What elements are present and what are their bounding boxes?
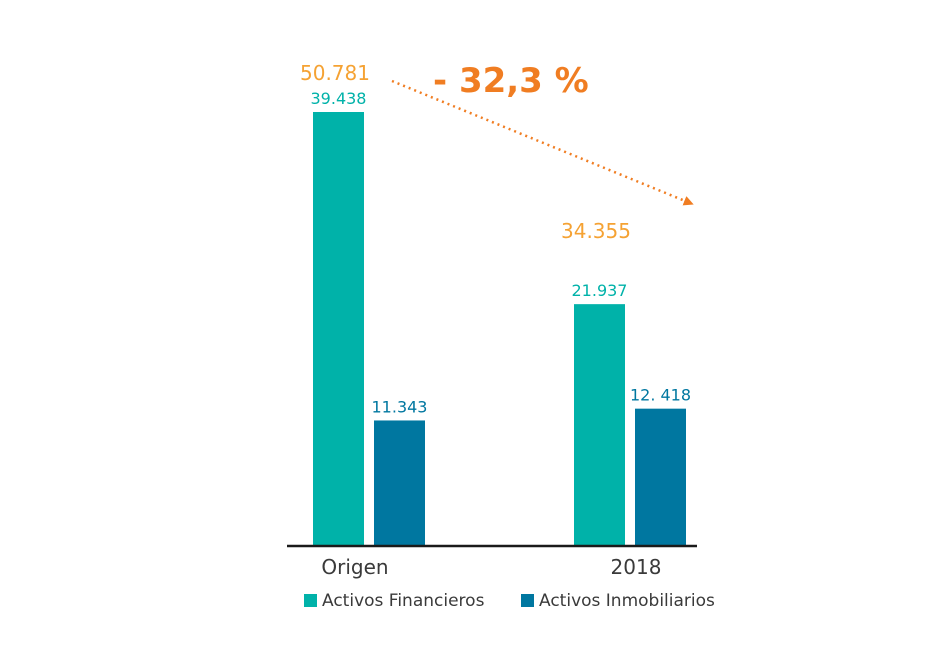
bar-financieros-2018 [574, 304, 625, 545]
value-label-financieros-origen: 39.438 [311, 89, 367, 108]
legend-swatch-financieros [304, 594, 317, 607]
legend-swatch-inmobiliarios [521, 594, 534, 607]
value-label-inmobiliarios-2018: 12. 418 [630, 386, 691, 405]
legend-label-financieros: Activos Financieros [322, 591, 485, 611]
legend-label-inmobiliarios: Activos Inmobiliarios [539, 591, 715, 611]
bar-inmobiliarios-2018 [635, 408, 686, 545]
bar-financieros-origen [313, 112, 364, 545]
total-label-origen: 50.781 [300, 61, 370, 85]
category-label-origen: Origen [321, 555, 388, 579]
change-annotation: - 32,3 % [433, 61, 589, 101]
value-label-inmobiliarios-origen: 11.343 [372, 397, 428, 416]
value-label-financieros-2018: 21.937 [572, 281, 628, 300]
category-label-2018: 2018 [611, 555, 662, 579]
legend: Activos Financieros Activos Inmobiliario… [304, 591, 715, 611]
total-label-2018: 34.355 [561, 219, 631, 243]
bar-inmobiliarios-origen [374, 420, 425, 545]
